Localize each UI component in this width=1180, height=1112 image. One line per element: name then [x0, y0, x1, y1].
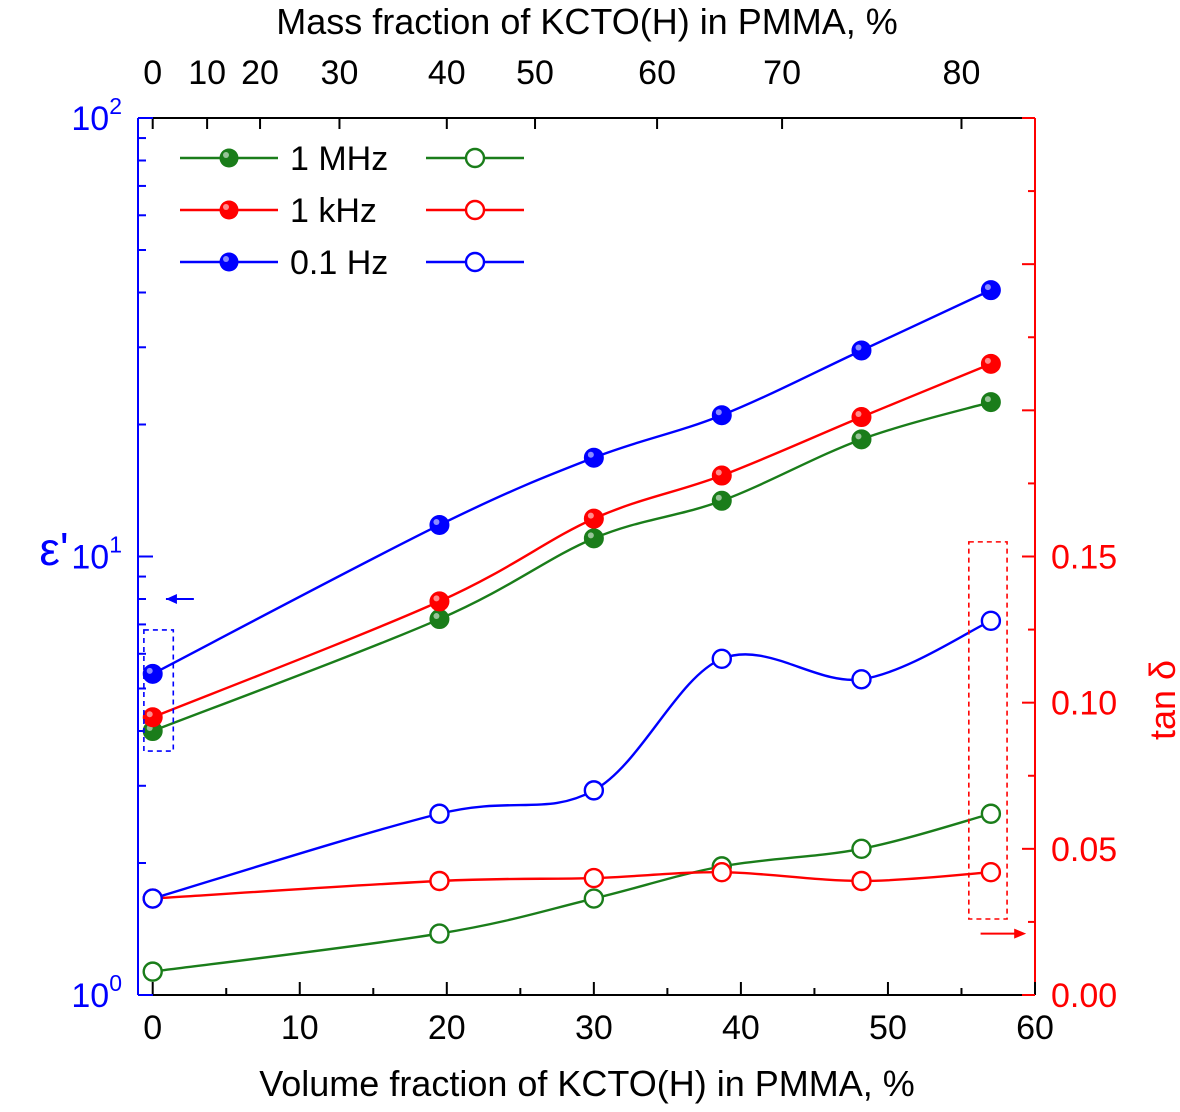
data-point-highlight [433, 595, 440, 602]
data-point-highlight [146, 667, 153, 674]
y-left-tick-label: 100 [71, 970, 122, 1015]
x-tick-label: 0 [143, 1009, 162, 1047]
data-point-highlight [715, 409, 722, 416]
series-line-1-mhz-loss [152, 812, 992, 973]
data-point-1-mhz-permittivity [711, 490, 732, 511]
x-tick-label: 50 [869, 1009, 907, 1047]
data-point-highlight [855, 411, 862, 418]
legend-marker-open [464, 199, 486, 221]
data-point-0-1-hz-permittivity [429, 514, 450, 535]
data-point-highlight [984, 284, 991, 291]
data-point-0-1-hz-loss [583, 780, 605, 801]
data-point-0-1-hz-permittivity [980, 280, 1001, 301]
data-point-highlight [715, 469, 722, 476]
top-tick-label: 60 [638, 54, 676, 92]
data-point-0-1-hz-permittivity [583, 447, 604, 468]
data-point-1-mhz-loss [142, 961, 163, 982]
right-axis-arrowhead [1014, 928, 1027, 939]
data-point-1-khz-permittivity [851, 407, 872, 428]
data-point-highlight [984, 396, 991, 403]
data-point-1-mhz-permittivity [851, 429, 872, 450]
data-point-1-khz-permittivity [429, 591, 450, 612]
legend-label: 1 kHz [290, 192, 377, 230]
left-group-box [143, 629, 175, 752]
data-point-highlight [587, 512, 594, 519]
data-point-1-mhz-permittivity [583, 528, 604, 549]
y-right-tick-label: 0.10 [1051, 685, 1117, 723]
left-axis-arrowhead [165, 593, 177, 604]
data-point-1-khz-permittivity [142, 707, 163, 728]
data-point-1-khz-permittivity [711, 465, 732, 486]
top-tick-label: 0 [143, 54, 162, 92]
data-point-1-khz-loss [583, 867, 605, 889]
right-axis-title: tan δ [1142, 660, 1180, 740]
data-point-0-1-hz-loss [851, 669, 872, 690]
data-point-1-mhz-loss [429, 923, 450, 944]
data-point-highlight [855, 344, 862, 351]
data-point-1-khz-loss [711, 862, 732, 883]
legend-marker-open [464, 147, 486, 169]
data-point-highlight [715, 494, 722, 501]
legend-label: 1 MHz [290, 140, 388, 178]
data-point-1-mhz-permittivity [429, 609, 450, 630]
data-point-0-1-hz-permittivity [711, 405, 732, 426]
right-group-box [968, 541, 1008, 920]
data-point-highlight [587, 451, 594, 458]
data-point-0-1-hz-permittivity [851, 340, 872, 361]
data-point-highlight [433, 613, 440, 620]
legend-marker-open [464, 251, 486, 273]
x-axis-title: Volume fraction of KCTO(H) in PMMA, % [259, 1063, 915, 1104]
data-point-1-khz-loss [980, 862, 1002, 883]
data-point-highlight [984, 357, 991, 364]
data-point-1-khz-permittivity [583, 508, 604, 529]
top-tick-label: 30 [321, 54, 359, 92]
data-point-1-khz-loss [429, 870, 450, 892]
legend-marker-highlight [223, 204, 229, 210]
data-point-0-1-hz-loss [429, 803, 450, 824]
data-point-1-khz-loss [851, 870, 872, 892]
data-point-0-1-hz-loss [142, 888, 163, 909]
legend-marker-highlight [223, 256, 229, 262]
y-right-tick-label: 0.15 [1051, 539, 1117, 577]
x-tick-label: 10 [281, 1009, 319, 1047]
y-right-tick-label: 0.05 [1051, 831, 1117, 869]
legend-marker-filled [219, 252, 239, 272]
data-point-highlight [587, 532, 594, 539]
top-tick-label: 50 [516, 54, 554, 92]
top-tick-label: 80 [943, 54, 981, 92]
legend-label: 0.1 Hz [290, 244, 388, 282]
data-point-1-mhz-loss [980, 803, 1002, 824]
x-tick-label: 30 [575, 1009, 613, 1047]
y-right-tick-label: 0.00 [1051, 977, 1117, 1015]
x-tick-label: 20 [428, 1009, 466, 1047]
legend-marker-highlight [223, 152, 229, 158]
legend-marker-filled [219, 148, 239, 168]
x-tick-label: 40 [722, 1009, 760, 1047]
data-point-0-1-hz-loss [711, 648, 732, 670]
top-tick-label: 20 [241, 54, 279, 92]
legend-marker-filled [219, 200, 239, 220]
data-point-1-mhz-loss [851, 838, 872, 860]
top-tick-label: 40 [428, 54, 466, 92]
y-left-tick-label: 102 [71, 93, 122, 138]
data-point-1-mhz-loss [583, 888, 605, 909]
left-axis-title: ε' [39, 523, 68, 575]
x-tick-label: 60 [1016, 1009, 1054, 1047]
y-left-tick-label: 101 [71, 532, 122, 577]
top-tick-label: 70 [763, 54, 801, 92]
data-point-highlight [433, 518, 440, 525]
data-point-0-1-hz-permittivity [142, 663, 163, 684]
data-point-1-mhz-permittivity [980, 392, 1001, 413]
data-point-highlight [146, 711, 153, 718]
data-point-0-1-hz-loss [980, 610, 1002, 632]
top-axis-title: Mass fraction of KCTO(H) in PMMA, % [276, 1, 897, 42]
data-point-1-khz-permittivity [980, 353, 1001, 374]
top-tick-label: 10 [188, 54, 226, 92]
data-point-highlight [855, 433, 862, 440]
